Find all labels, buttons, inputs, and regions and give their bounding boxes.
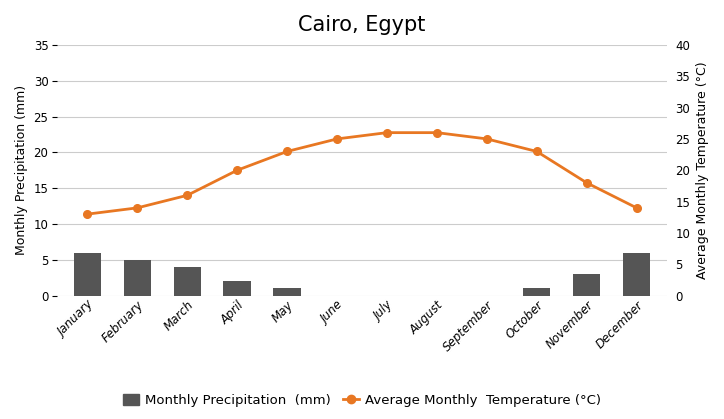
Bar <box>124 260 151 296</box>
Bar <box>224 281 251 296</box>
Y-axis label: Average Monthly Temperature (°C): Average Monthly Temperature (°C) <box>696 62 709 279</box>
Bar <box>74 253 101 296</box>
Bar <box>274 288 301 296</box>
Title: Cairo, Egypt: Cairo, Egypt <box>298 15 426 35</box>
Bar <box>573 274 600 296</box>
Y-axis label: Monthly Precipitation (mm): Monthly Precipitation (mm) <box>15 85 28 255</box>
Legend: Monthly Precipitation  (mm), Average Monthly  Temperature (°C): Monthly Precipitation (mm), Average Mont… <box>118 389 606 412</box>
Bar <box>523 288 550 296</box>
Bar <box>174 267 201 296</box>
Bar <box>623 253 650 296</box>
